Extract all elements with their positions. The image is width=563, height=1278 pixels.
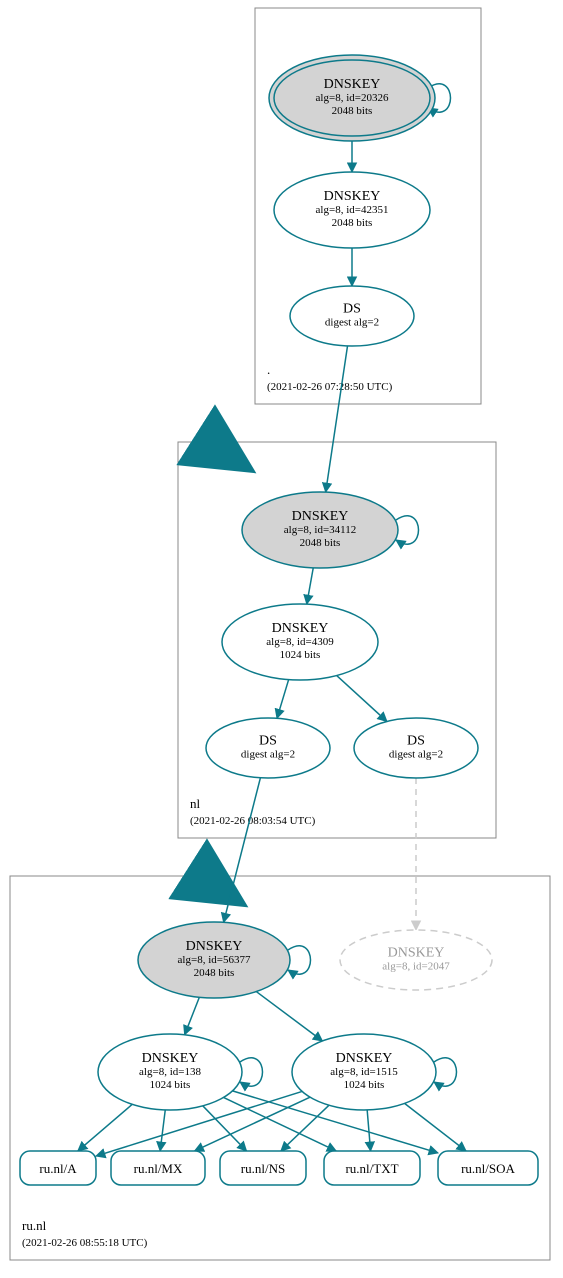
node-n11: DNSKEYalg=8, id=15151024 bits — [292, 1034, 436, 1110]
node-title: DS — [407, 734, 425, 749]
node-title: DS — [343, 302, 361, 317]
node-detail: digest alg=2 — [325, 317, 379, 329]
node-n7: DSdigest alg=2 — [354, 718, 478, 778]
node-n8: DNSKEYalg=8, id=563772048 bits — [138, 922, 290, 998]
record-label: ru.nl/A — [39, 1161, 77, 1176]
edge — [405, 1103, 466, 1151]
zone-label: . — [267, 362, 270, 377]
node-detail: 1024 bits — [280, 649, 321, 661]
node-detail: digest alg=2 — [241, 749, 295, 761]
record-label: ru.nl/TXT — [345, 1161, 398, 1176]
node-detail: 2048 bits — [194, 967, 235, 979]
node-title: DNSKEY — [324, 189, 381, 204]
record-label: ru.nl/MX — [134, 1161, 183, 1176]
node-detail: alg=8, id=56377 — [178, 954, 251, 966]
edge-self — [434, 1058, 457, 1086]
node-r5: ru.nl/SOA — [438, 1151, 538, 1185]
edge — [185, 997, 200, 1035]
edge — [256, 992, 322, 1041]
record-label: ru.nl/NS — [241, 1161, 285, 1176]
node-detail: alg=8, id=2047 — [382, 961, 450, 973]
edge — [367, 1110, 370, 1151]
edge — [194, 1097, 310, 1151]
node-detail: digest alg=2 — [389, 749, 443, 761]
node-title: DNSKEY — [336, 1051, 393, 1066]
edge-self — [240, 1058, 263, 1086]
node-n4: DNSKEYalg=8, id=341122048 bits — [242, 492, 398, 568]
node-n6: DSdigest alg=2 — [206, 718, 330, 778]
node-title: DNSKEY — [324, 77, 381, 92]
node-detail: alg=8, id=42351 — [316, 204, 389, 216]
zone-entry-arrow — [209, 418, 226, 454]
zone-entry-arrow — [201, 852, 218, 888]
node-n10: DNSKEYalg=8, id=1381024 bits — [98, 1034, 242, 1110]
edge-self — [288, 946, 311, 974]
node-r1: ru.nl/A — [20, 1151, 96, 1185]
edge — [277, 680, 289, 719]
node-r2: ru.nl/MX — [111, 1151, 205, 1185]
zone-box-runl — [10, 876, 550, 1260]
node-detail: 1024 bits — [150, 1079, 191, 1091]
node-detail: alg=8, id=20326 — [316, 92, 389, 104]
edge — [326, 346, 348, 492]
zone-timestamp: (2021-02-26 08:55:18 UTC) — [22, 1237, 148, 1249]
node-n1: DNSKEYalg=8, id=203262048 bits — [269, 55, 435, 141]
node-detail: 2048 bits — [300, 537, 341, 549]
node-n3: DSdigest alg=2 — [290, 286, 414, 346]
node-r3: ru.nl/NS — [220, 1151, 306, 1185]
node-title: DS — [259, 734, 277, 749]
zone-timestamp: (2021-02-26 08:03:54 UTC) — [190, 815, 316, 827]
node-r4: ru.nl/TXT — [324, 1151, 420, 1185]
edge-self — [396, 516, 419, 544]
node-title: DNSKEY — [272, 621, 329, 636]
node-detail: alg=8, id=1515 — [330, 1066, 398, 1078]
record-label: ru.nl/SOA — [461, 1161, 515, 1176]
node-title: DNSKEY — [292, 509, 349, 524]
node-title: DNSKEY — [142, 1051, 199, 1066]
edge — [307, 568, 313, 604]
edge — [224, 778, 261, 923]
node-detail: 1024 bits — [344, 1079, 385, 1091]
node-title: DNSKEY — [186, 939, 243, 954]
edge — [78, 1104, 132, 1151]
node-detail: 2048 bits — [332, 217, 373, 229]
node-detail: alg=8, id=4309 — [266, 636, 334, 648]
node-n5: DNSKEYalg=8, id=43091024 bits — [222, 604, 378, 680]
edge — [160, 1110, 165, 1151]
node-n2: DNSKEYalg=8, id=423512048 bits — [274, 172, 430, 248]
zone-label: nl — [190, 796, 201, 811]
node-detail: alg=8, id=138 — [139, 1066, 201, 1078]
node-detail: alg=8, id=34112 — [284, 524, 357, 536]
node-n9: DNSKEYalg=8, id=2047 — [340, 930, 492, 990]
zone-label: ru.nl — [22, 1218, 47, 1233]
node-detail: 2048 bits — [332, 105, 373, 117]
node-title: DNSKEY — [388, 946, 445, 961]
dnssec-diagram: . (2021-02-26 07:28:50 UTC) nl (2021-02-26 … — [0, 0, 563, 1278]
zone-timestamp: (2021-02-26 07:28:50 UTC) — [267, 381, 393, 393]
edge — [337, 676, 387, 722]
